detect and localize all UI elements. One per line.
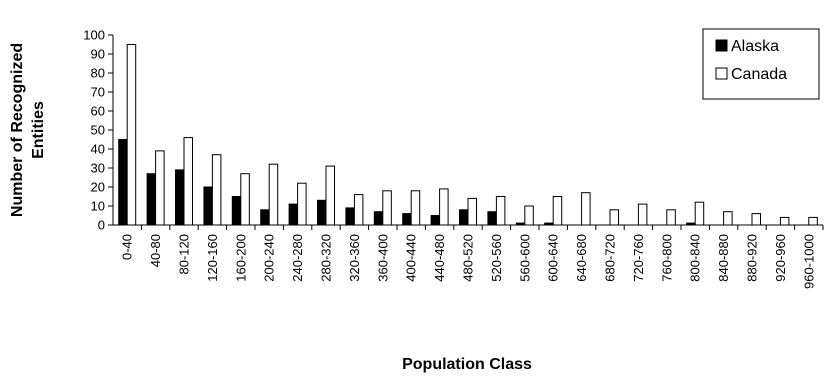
- y-tick-label: 30: [91, 161, 105, 176]
- bar-alaska-400-440: [402, 213, 412, 226]
- bar-canada-360-400: [382, 190, 392, 226]
- y-axis-title: Number of Recognized Entities: [9, 43, 47, 217]
- bar-alaska-320-360: [345, 207, 355, 226]
- bar-alaska-80-120: [175, 169, 185, 226]
- y-tick-label: 40: [91, 142, 105, 157]
- bar-canada-320-360: [353, 194, 364, 226]
- bar-canada-160-200: [240, 173, 250, 226]
- bar-alaska-600-640: [544, 222, 554, 226]
- bar-alaska-0-40: [118, 139, 128, 226]
- bar-canada-280-320: [325, 165, 335, 226]
- bar-canada-760-800: [666, 209, 676, 226]
- y-tick-label: 70: [91, 85, 105, 100]
- bar-canada-840-880: [723, 211, 733, 226]
- y-tick-label: 0: [98, 218, 105, 233]
- x-tick-label: 40-80: [148, 234, 163, 267]
- y-tick-label: 100: [83, 28, 105, 43]
- plot-area: [112, 35, 823, 226]
- bar-canada-640-680: [581, 192, 591, 226]
- y-axis-title-line: Entities: [30, 101, 47, 159]
- y-tick-label: 60: [91, 104, 105, 119]
- bar-alaska-40-80: [146, 173, 157, 226]
- bar-canada-0-40: [126, 44, 137, 226]
- bar-alaska-480-520: [459, 209, 469, 226]
- bar-canada-720-760: [637, 203, 648, 226]
- legend-label-alaska: Alaska: [731, 38, 779, 55]
- x-tick-label: 320-360: [347, 234, 362, 282]
- x-tick-label: 200-240: [262, 234, 277, 282]
- x-tick-label: 960-1000: [801, 234, 816, 289]
- y-tick-label: 10: [91, 199, 105, 214]
- x-tick-label: 840-880: [716, 234, 731, 282]
- bar-alaska-280-320: [317, 199, 327, 226]
- x-tick-label: 440-480: [432, 234, 447, 282]
- x-tick-label: 400-440: [404, 234, 419, 282]
- x-tick-label: 480-520: [461, 234, 476, 282]
- y-tick-label: 50: [91, 123, 105, 138]
- x-axis-ticks: 0-40 40-80 80-120 120-160 160-200 200-240 240-…: [120, 225, 824, 289]
- legend-label-canada: Canada: [731, 66, 787, 83]
- bar-alaska-160-200: [231, 196, 242, 226]
- x-tick-label: 80-120: [177, 234, 192, 274]
- x-tick-label: 560-600: [517, 234, 532, 282]
- x-tick-label: 680-720: [603, 234, 618, 282]
- x-tick-label: 240-280: [290, 234, 305, 282]
- bar-alaska-520-560: [487, 211, 497, 226]
- y-axis-title-line: Number of Recognized: [9, 43, 26, 217]
- bar-alaska-440-480: [430, 215, 441, 226]
- bar-alaska-800-840: [686, 222, 696, 226]
- x-tick-label: 0-40: [120, 234, 135, 260]
- x-tick-label: 880-920: [745, 234, 760, 282]
- y-axis-ticks: 0 10 20 30 40 50 60 70 80 90 100: [83, 28, 113, 233]
- x-tick-label: 120-160: [205, 234, 220, 282]
- bar-canada-80-120: [183, 137, 193, 226]
- y-tick-label: 20: [91, 180, 105, 195]
- bar-canada-960-1000: [808, 216, 818, 226]
- bar-alaska-240-280: [288, 203, 299, 226]
- x-axis-title: Population Class: [402, 356, 532, 373]
- bar-alaska-120-160: [203, 186, 213, 226]
- bar-alaska-360-400: [373, 211, 384, 226]
- legend-swatch-alaska: [715, 39, 728, 52]
- legend: Alaska Canada: [702, 28, 820, 100]
- x-tick-label: 520-560: [489, 234, 504, 282]
- bar-canada-40-80: [155, 150, 165, 226]
- bar-canada-560-600: [524, 205, 534, 226]
- x-tick-label: 160-200: [233, 234, 248, 282]
- legend-swatch-canada: [715, 67, 728, 80]
- bar-canada-480-520: [467, 197, 477, 226]
- bar-canada-400-440: [410, 190, 421, 226]
- x-tick-label: 800-840: [688, 234, 703, 282]
- bar-canada-680-720: [609, 209, 619, 226]
- x-tick-label: 280-320: [319, 234, 334, 282]
- bar-canada-120-160: [211, 154, 222, 226]
- bar-canada-600-640: [552, 196, 563, 226]
- bar-canada-240-280: [297, 182, 307, 226]
- x-tick-label: 920-960: [773, 234, 788, 282]
- y-tick-label: 90: [91, 47, 105, 62]
- y-tick-label: 80: [91, 66, 105, 81]
- bar-canada-920-960: [779, 216, 790, 226]
- bar-alaska-200-240: [260, 209, 270, 226]
- x-tick-label: 640-680: [574, 234, 589, 282]
- x-tick-label: 600-640: [546, 234, 561, 282]
- bar-canada-800-840: [694, 201, 705, 226]
- bar-canada-880-920: [751, 213, 761, 226]
- bar-alaska-560-600: [515, 222, 526, 226]
- x-tick-label: 360-400: [375, 234, 390, 282]
- bar-canada-200-240: [268, 163, 279, 226]
- x-tick-label: 720-760: [631, 234, 646, 282]
- x-tick-label: 760-800: [659, 234, 674, 282]
- bar-canada-520-560: [495, 196, 506, 226]
- bar-canada-440-480: [439, 188, 449, 226]
